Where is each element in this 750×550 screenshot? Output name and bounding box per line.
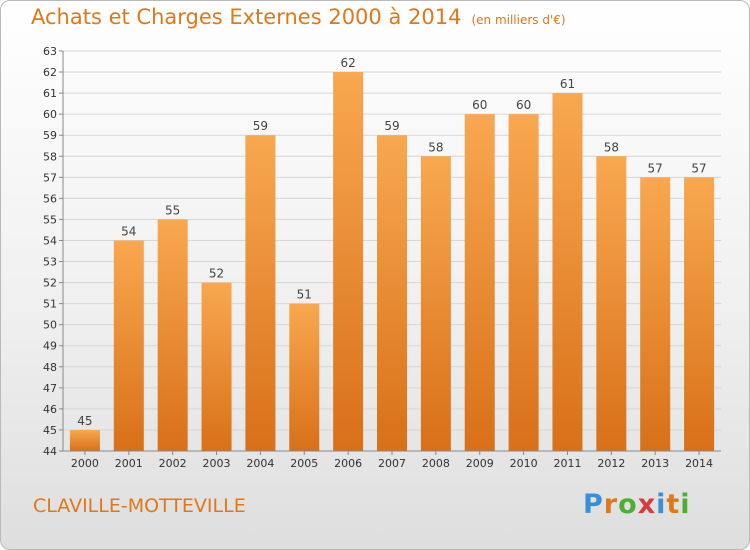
data-label-2006: 62 <box>340 56 355 70</box>
data-label-2011: 61 <box>560 77 575 91</box>
x-tick-label-2004: 2004 <box>246 457 274 470</box>
bar-2011 <box>552 93 583 452</box>
x-tick-label-2014: 2014 <box>685 457 713 470</box>
data-label-2010: 60 <box>516 98 531 112</box>
y-tick-label: 62 <box>43 66 57 79</box>
y-tick-label: 55 <box>43 213 57 226</box>
data-label-2004: 59 <box>253 119 268 133</box>
x-tick-label-2007: 2007 <box>378 457 406 470</box>
logo-letter: o <box>618 489 638 520</box>
bar-2010 <box>508 114 539 451</box>
y-tick-label: 53 <box>43 256 57 269</box>
y-tick-label: 50 <box>43 319 57 332</box>
data-label-2009: 60 <box>472 98 487 112</box>
x-tick-label-2009: 2009 <box>466 457 494 470</box>
data-label-2000: 45 <box>77 414 92 428</box>
logo-letter: r <box>603 489 619 520</box>
logo-letter: i <box>680 489 691 520</box>
x-tick-label-2013: 2013 <box>641 457 669 470</box>
y-tick-label: 60 <box>43 108 57 121</box>
chart-title: Achats et Charges Externes 2000 à 2014 (e… <box>31 5 566 29</box>
x-axis-ticks: 2000 2001 2002 2003 2004 2005 2006 2007 2008 2009… <box>71 451 713 470</box>
bar-2014 <box>684 177 715 451</box>
data-label-2003: 52 <box>209 267 224 281</box>
data-label-2001: 54 <box>121 224 136 238</box>
logo-letter: P <box>583 489 604 520</box>
data-label-2013: 57 <box>648 161 663 175</box>
city-name: CLAVILLE-MOTTEVILLE <box>33 495 246 517</box>
data-label-2014: 57 <box>691 161 706 175</box>
y-tick-label: 59 <box>43 129 57 142</box>
data-labels: 45 54 55 52 59 51 62 59 58 60 60 61 58 57 57 <box>77 56 706 428</box>
logo-letter: t <box>666 489 681 520</box>
y-tick-label: 57 <box>43 171 57 184</box>
y-tick-label: 54 <box>43 234 57 247</box>
bar-2012 <box>596 156 627 451</box>
bar-2006 <box>333 72 364 451</box>
bars <box>69 72 715 452</box>
x-tick-label-2011: 2011 <box>553 457 581 470</box>
x-tick-label-2002: 2002 <box>159 457 187 470</box>
title-text: Achats et Charges Externes 2000 à 2014 <box>31 5 462 29</box>
y-tick-label: 56 <box>43 192 57 205</box>
data-label-2007: 59 <box>384 119 399 133</box>
proxiti-logo: Proxiti <box>583 489 691 520</box>
bar-2008 <box>420 156 451 451</box>
bar-2007 <box>377 135 407 452</box>
data-label-2008: 58 <box>428 140 443 154</box>
logo-letter: i <box>656 489 667 520</box>
y-tick-label: 51 <box>43 298 57 311</box>
data-label-2002: 55 <box>165 203 180 217</box>
title-unit: (en milliers d'€) <box>471 13 566 27</box>
y-tick-label: 48 <box>43 361 57 374</box>
y-tick-label: 47 <box>43 382 57 395</box>
x-tick-label-2006: 2006 <box>334 457 362 470</box>
y-tick-label: 52 <box>43 277 57 290</box>
x-tick-label-2001: 2001 <box>115 457 143 470</box>
bar-2009 <box>464 114 495 451</box>
bar-2005 <box>289 303 320 451</box>
y-tick-label: 44 <box>43 445 57 458</box>
x-tick-label-2010: 2010 <box>510 457 538 470</box>
bar-2002 <box>157 219 188 451</box>
x-tick-label-2005: 2005 <box>290 457 318 470</box>
y-tick-label: 46 <box>43 403 57 416</box>
bar-2013 <box>640 177 671 451</box>
y-axis-ticks: 44 45 46 47 48 49 50 51 52 53 54 55 56 57 58 59 60 61 62 63 <box>43 45 63 458</box>
x-tick-label-2012: 2012 <box>597 457 625 470</box>
bar-2001 <box>113 240 144 451</box>
y-tick-label: 45 <box>43 424 57 437</box>
bar-2003 <box>201 282 232 451</box>
y-tick-label: 61 <box>43 87 57 100</box>
x-tick-label-2000: 2000 <box>71 457 99 470</box>
data-label-2005: 51 <box>297 288 312 302</box>
bar-2000 <box>69 429 100 451</box>
y-tick-label: 58 <box>43 150 57 163</box>
y-tick-label: 49 <box>43 340 57 353</box>
x-tick-label-2008: 2008 <box>422 457 450 470</box>
data-label-2012: 58 <box>604 140 619 154</box>
y-tick-label: 63 <box>43 45 57 58</box>
logo-letter: x <box>637 489 657 520</box>
bar-2004 <box>245 135 276 452</box>
x-tick-label-2003: 2003 <box>203 457 231 470</box>
